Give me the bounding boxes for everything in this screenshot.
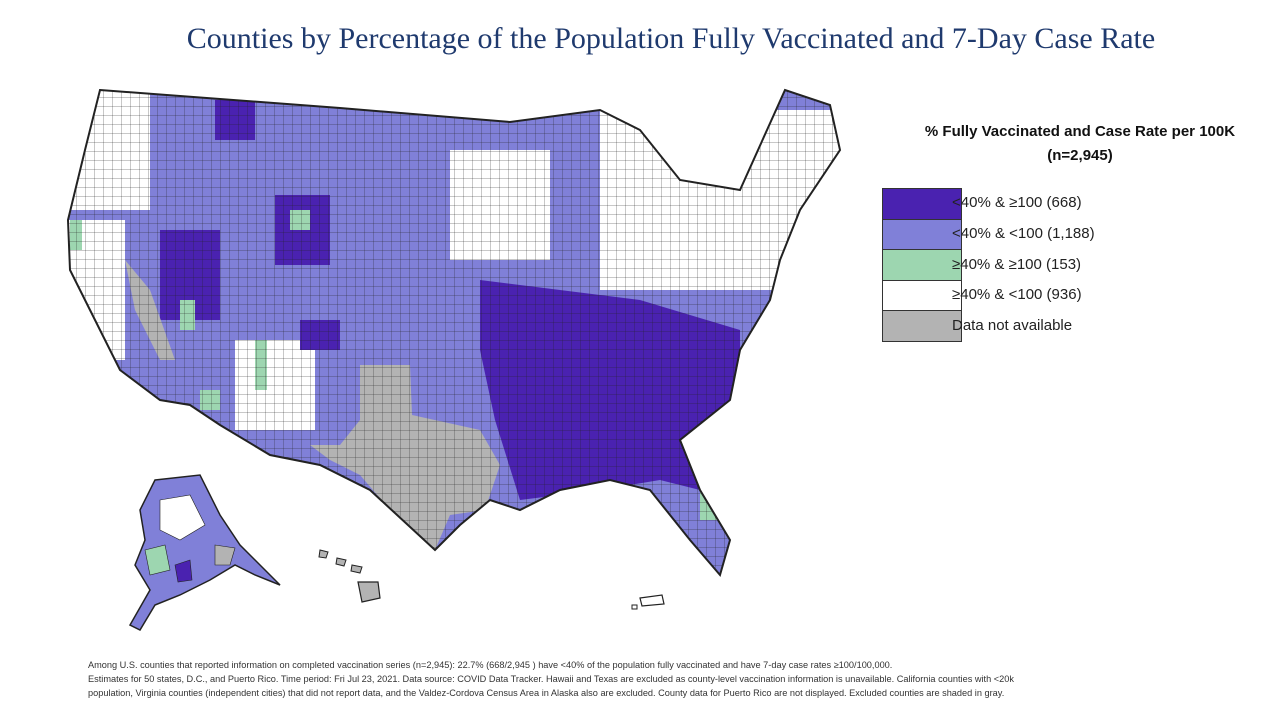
alaska (128, 474, 281, 631)
legend-title-line2: (n=2,945) (1047, 147, 1113, 164)
legend-swatches (882, 188, 962, 342)
footnote: Among U.S. counties that reported inform… (88, 658, 1258, 700)
puerto-rico (631, 594, 665, 610)
footnote-line-1: Among U.S. counties that reported inform… (88, 660, 893, 670)
legend-label-gray: Data not available (952, 317, 1073, 335)
map-title: Counties by Percentage of the Population… (186, 22, 1156, 55)
legend-label-green: ≥40% & ≥100 (153) (952, 255, 1082, 273)
legend-swatch-dark (883, 189, 961, 220)
legend-swatch-gray (883, 311, 961, 341)
legend-swatch-white (883, 280, 961, 312)
legend-swatch-green (883, 250, 961, 281)
us-county-map (40, 70, 860, 645)
footnote-line-2: Estimates for 50 states, D.C., and Puert… (88, 674, 1014, 684)
hawaii (318, 549, 381, 603)
legend-title-line1: % Fully Vaccinated and Case Rate per 100… (924, 123, 1236, 140)
legend-title: % Fully Vaccinated and Case Rate per 100… (895, 120, 1265, 168)
legend-label-light: <40% & <100 (1,188) (952, 224, 1095, 242)
legend-swatch-light (883, 219, 961, 251)
legend-label-white: ≥40% & <100 (936) (952, 286, 1082, 304)
legend-labels: <40% & ≥100 (668) <40% & <100 (1,188) ≥4… (952, 188, 1252, 342)
legend-label-dark: <40% & ≥100 (668) (952, 194, 1082, 211)
footnote-line-3: population, Virginia counties (independe… (88, 688, 1005, 698)
